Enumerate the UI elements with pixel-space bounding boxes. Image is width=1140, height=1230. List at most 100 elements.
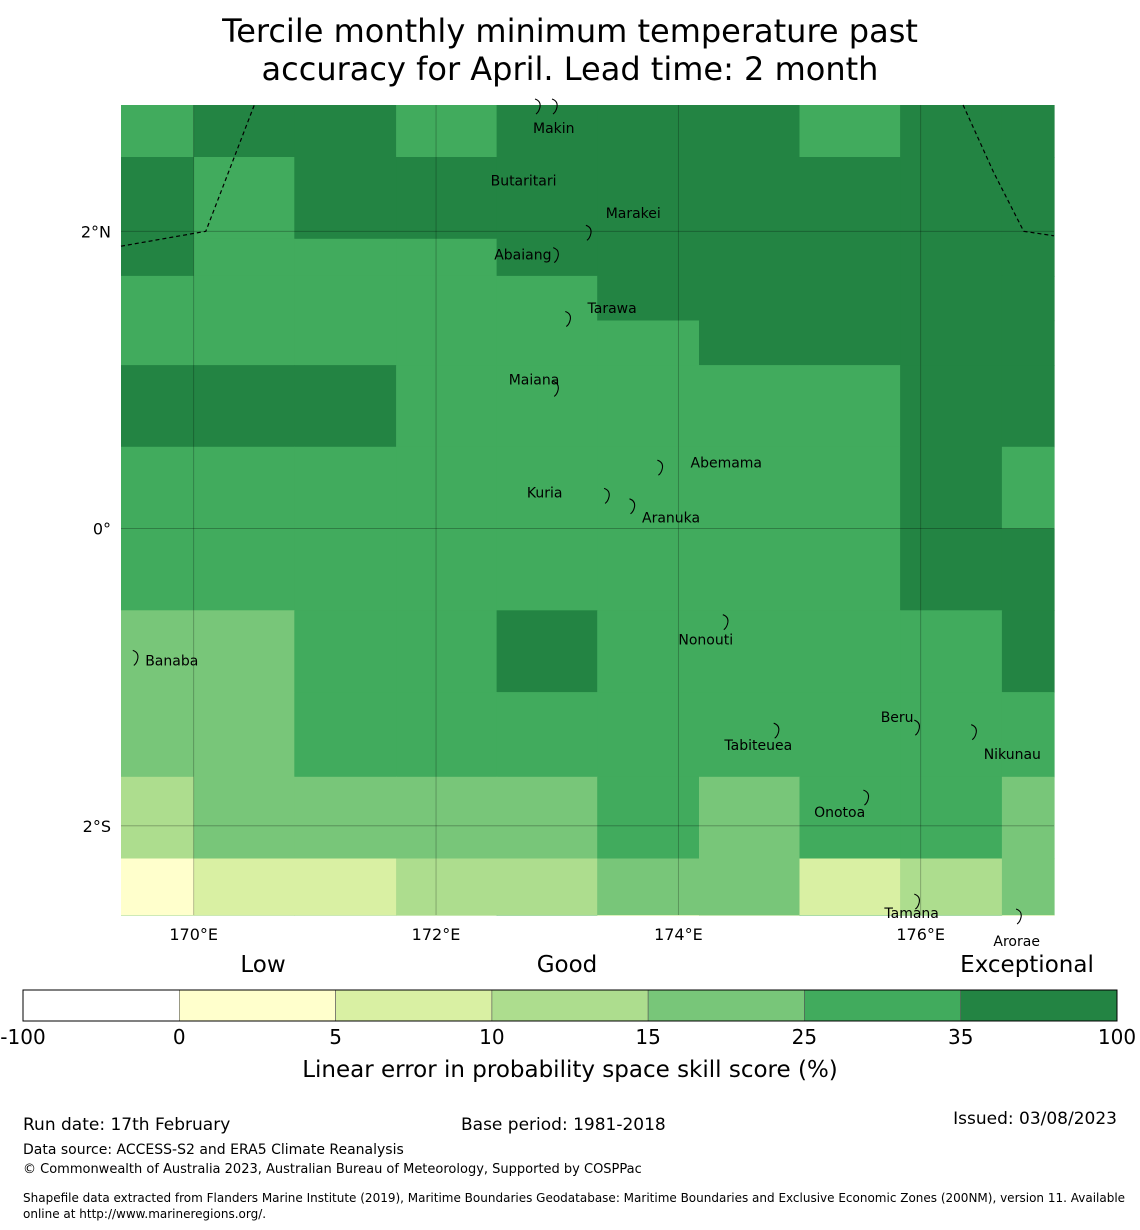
grid-cell bbox=[699, 157, 801, 240]
grid-cell bbox=[193, 238, 295, 277]
grid-cell bbox=[597, 105, 700, 158]
colorbar-frame bbox=[22, 989, 1118, 1022]
grid-cell bbox=[193, 858, 295, 916]
grid-cell bbox=[1001, 238, 1055, 277]
island-label: Nonouti bbox=[678, 633, 733, 649]
grid-cell bbox=[699, 692, 801, 778]
grid-cell bbox=[1001, 446, 1055, 530]
grid-cell bbox=[396, 528, 498, 611]
grid-cell bbox=[121, 776, 195, 860]
colorbar-axis-label: Linear error in probability space skill … bbox=[302, 1057, 838, 1083]
y-tick-label: 2°N bbox=[81, 222, 111, 241]
grid-cell bbox=[699, 275, 801, 322]
base-period: Base period: 1981-2018 bbox=[461, 1115, 666, 1135]
island-label: Abaiang bbox=[494, 248, 551, 264]
grid-cell bbox=[699, 528, 801, 611]
grid-cell bbox=[799, 915, 901, 916]
island-label: Abemama bbox=[691, 456, 763, 472]
grid-cell bbox=[496, 915, 598, 916]
island-label: Kuria bbox=[527, 485, 563, 501]
island-label: Banaba bbox=[145, 653, 198, 669]
grid-cell bbox=[900, 858, 1003, 916]
grid-cell bbox=[799, 528, 901, 611]
colorbar-tick-label: 35 bbox=[948, 1025, 973, 1049]
grid-cell bbox=[193, 446, 295, 530]
grid-cell bbox=[193, 692, 295, 778]
grid-cell bbox=[1001, 365, 1055, 448]
grid-cell bbox=[900, 915, 1003, 916]
grid-cell bbox=[496, 320, 598, 366]
grid-cell bbox=[799, 858, 901, 916]
grid-cell bbox=[597, 320, 700, 366]
grid-cell bbox=[496, 776, 598, 860]
grid-cell bbox=[121, 915, 195, 916]
grid-cell bbox=[121, 692, 195, 778]
island-outline bbox=[553, 380, 559, 397]
grid-cell bbox=[699, 610, 801, 693]
grid-cell bbox=[1001, 105, 1055, 158]
grid-cell bbox=[900, 320, 1003, 366]
grid-cell bbox=[121, 157, 195, 240]
colorbar-segment bbox=[647, 989, 805, 1022]
islands: Makin Butaritari Marakei Abaiang Tarawa Maian… bbox=[132, 98, 1041, 950]
eez-boundaries bbox=[120, 104, 1055, 247]
grid-cell bbox=[396, 157, 498, 240]
shapefile-credit-line-2: online at http://www.marineregions.org/. bbox=[23, 1207, 267, 1221]
grid-cell bbox=[900, 275, 1003, 322]
x-tick-label: 172°E bbox=[412, 925, 461, 944]
grid-cell bbox=[699, 320, 801, 366]
grid-cell bbox=[799, 776, 901, 860]
grid-cell bbox=[799, 238, 901, 277]
colorbar: -100 0 5 10 15 25 35 100 Low Good Exceptional Linea… bbox=[0, 952, 1136, 1083]
grid-cell bbox=[294, 105, 397, 158]
grid-cell bbox=[900, 776, 1003, 860]
shapefile-credit-line-1: Shapefile data extracted from Flanders M… bbox=[23, 1191, 1126, 1205]
axis-ticks: 170°E 172°E 174°E 176°E 2°N 0° 2°S bbox=[81, 222, 945, 944]
island-outline bbox=[132, 649, 139, 666]
island-outline bbox=[629, 498, 636, 515]
grid-cell bbox=[294, 858, 397, 916]
grid-cell bbox=[900, 105, 1003, 158]
grid-cell bbox=[121, 446, 195, 530]
grid-cell bbox=[294, 365, 397, 448]
grid-cell bbox=[699, 365, 801, 448]
island-outline bbox=[971, 724, 977, 741]
grid-cell bbox=[597, 776, 700, 860]
colorbar-tick-label: 5 bbox=[329, 1025, 342, 1049]
colorbar-segment bbox=[179, 989, 336, 1022]
island-outline bbox=[914, 893, 920, 910]
data-source: Data source: ACCESS-S2 and ERA5 Climate … bbox=[23, 1142, 404, 1158]
category-label-good: Good bbox=[537, 952, 598, 978]
grid-cell bbox=[193, 776, 295, 860]
grid-cell bbox=[193, 610, 295, 693]
grid-cell bbox=[699, 858, 801, 916]
grid-cell bbox=[1001, 915, 1055, 916]
colorbar-segment bbox=[960, 989, 1118, 1022]
island-outline bbox=[863, 789, 870, 806]
grid-cell bbox=[193, 528, 295, 611]
grid-cell bbox=[799, 320, 901, 366]
grid-cell bbox=[799, 610, 901, 693]
grid-cell bbox=[193, 105, 295, 158]
grid-cell bbox=[121, 858, 195, 916]
map-title-line-1: Tercile monthly minimum temperature past bbox=[222, 12, 918, 50]
island-outline bbox=[657, 459, 664, 476]
grid-cell bbox=[396, 275, 498, 322]
category-label-low: Low bbox=[240, 952, 285, 978]
island-outline bbox=[722, 614, 729, 631]
island-outline bbox=[534, 98, 541, 115]
grid-cell bbox=[597, 915, 700, 916]
grid-cell bbox=[597, 446, 700, 530]
grid-cell bbox=[496, 692, 598, 778]
grid-cell bbox=[1001, 157, 1055, 240]
colorbar-segment bbox=[22, 989, 180, 1022]
grid-cell bbox=[121, 238, 195, 277]
map-title-line-2: accuracy for April. Lead time: 2 month bbox=[261, 50, 879, 88]
island-label: Onotoa bbox=[814, 805, 865, 821]
y-tick-label: 2°S bbox=[83, 817, 111, 836]
colorbar-tick-label: 100 bbox=[1098, 1025, 1136, 1049]
grid-cell bbox=[900, 528, 1003, 611]
grid-cell bbox=[121, 528, 195, 611]
island-label: Tarawa bbox=[587, 301, 637, 317]
